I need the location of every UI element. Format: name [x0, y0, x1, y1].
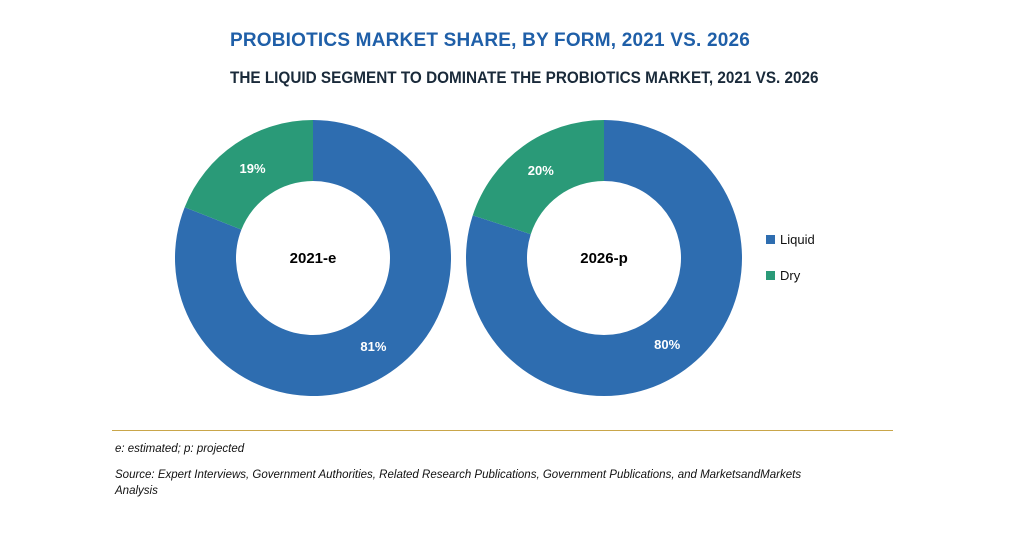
legend-item-dry: Dry: [766, 266, 815, 284]
legend-item-liquid: Liquid: [766, 230, 815, 248]
legend-label-liquid: Liquid: [780, 231, 815, 247]
source-note: Source: Expert Interviews, Government Au…: [115, 469, 802, 497]
legend: Liquid Dry: [766, 230, 815, 302]
donut-slice-liquid-1: [466, 120, 742, 396]
donut-center-label-1: 2026-p: [580, 250, 628, 267]
legend-label-dry: Dry: [780, 267, 801, 283]
slice-label-liquid-1: 80%: [654, 337, 680, 352]
chart-title: PROBIOTICS MARKET SHARE, BY FORM, 2021 V…: [229, 30, 751, 51]
donut-slice-liquid-0: [175, 120, 451, 397]
footnote: e: estimated; p: projected: [115, 443, 245, 455]
donut-slice-dry-0: [184, 120, 313, 230]
divider-rule: [112, 430, 893, 431]
legend-swatch-dry: [766, 270, 775, 280]
legend-swatch-liquid: [766, 234, 775, 244]
slice-label-liquid-0: 81%: [360, 339, 386, 354]
slice-label-dry-1: 20%: [528, 163, 554, 178]
chart-subtitle: THE LIQUID SEGMENT TO DOMINATE THE PROBI…: [229, 68, 819, 87]
slice-label-dry-0: 19%: [240, 161, 266, 176]
donut-center-label-0: 2021-e: [290, 250, 337, 267]
donut-slice-dry-1: [472, 120, 604, 235]
